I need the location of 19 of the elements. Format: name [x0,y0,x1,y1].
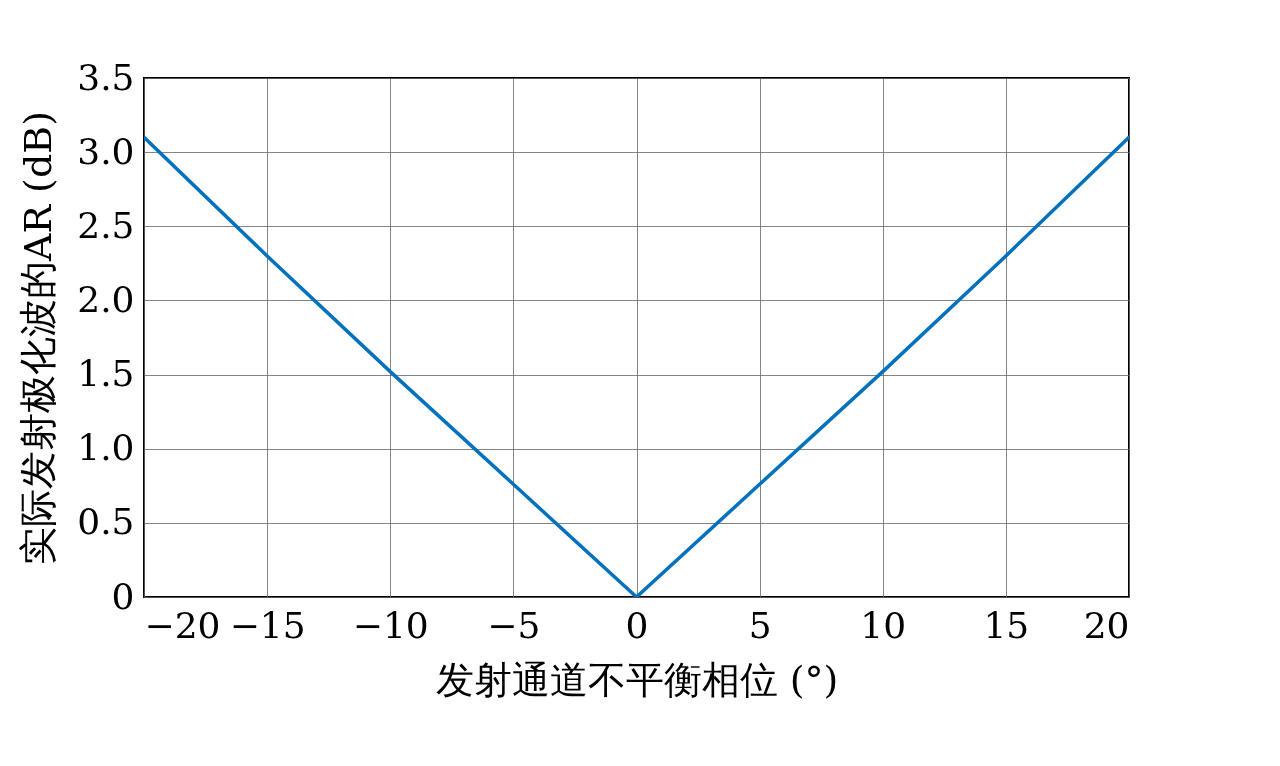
x-axis-title: 发射通道不平衡相位 (°) [435,657,839,702]
x-tick-label: 20 [1083,604,1130,646]
x-tick-label: −20 [144,604,221,646]
x-tick-label: 15 [983,604,1030,646]
y-tick-label: 0 [111,575,135,617]
x-tick-label: −5 [487,604,541,646]
x-tick-label: 10 [860,604,907,646]
x-tick-label: −15 [229,604,306,646]
y-tick-label: 1.0 [77,427,135,469]
y-tick-label: 2.0 [77,278,135,320]
y-tick-label: 3.5 [77,56,135,98]
y-tick-label: 0.5 [77,501,135,543]
y-tick-label: 1.5 [77,353,135,395]
y-tick-label: 2.5 [77,204,135,246]
y-axis-title: 实际发射极化波的AR (dB) [16,110,61,566]
x-tick-label: −10 [352,604,429,646]
x-tick-label: 5 [748,604,772,646]
y-tick-label: 3.0 [77,130,135,172]
x-tick-label: 0 [625,604,649,646]
